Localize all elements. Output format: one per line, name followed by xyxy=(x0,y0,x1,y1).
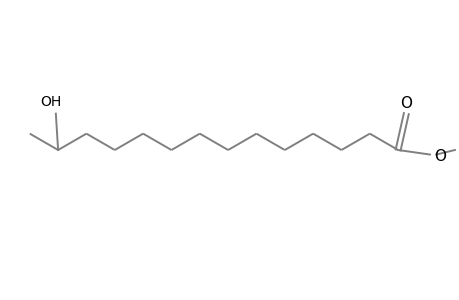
Text: O: O xyxy=(399,96,411,111)
Text: O: O xyxy=(433,149,445,164)
Text: OH: OH xyxy=(39,95,61,109)
